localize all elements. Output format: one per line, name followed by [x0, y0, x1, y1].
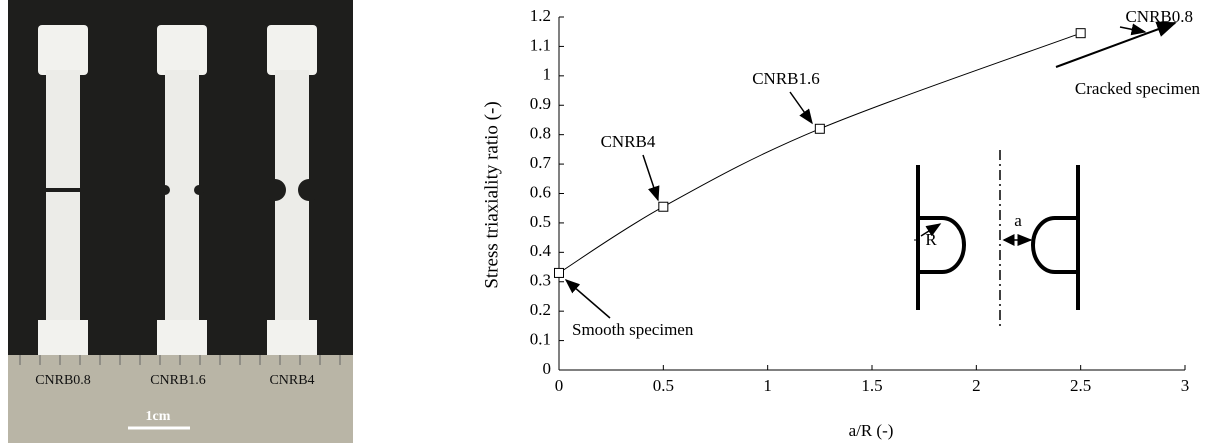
marker [554, 267, 564, 278]
y-tick-label: 1 [543, 65, 552, 84]
annotation-arrows [564, 21, 1177, 319]
x-tick-label: 0 [555, 376, 564, 395]
y-tick-label: 1.1 [530, 35, 551, 54]
y-tick-label: 0.9 [530, 94, 551, 113]
inset-label: R [925, 230, 937, 249]
x-tick-label: 3 [1181, 376, 1190, 395]
marker [814, 123, 825, 134]
y-tick-label: 0.8 [530, 124, 551, 143]
x-tick-label: 2.5 [1070, 376, 1091, 395]
annotation: CNRB1.6 [752, 69, 820, 88]
y-tick-label: 0.6 [530, 182, 551, 201]
annotation: CNRB0.8 [1125, 7, 1193, 26]
y-tick-label: 0.7 [530, 153, 552, 172]
annotation: Smooth specimen [572, 320, 694, 339]
specimen-label: CNRB0.8 [35, 373, 91, 388]
specimen-label: CNRB1.6 [150, 373, 206, 388]
y-tick-label: 0.3 [530, 271, 551, 290]
x-tick-label: 0.5 [653, 376, 674, 395]
y-tick-label: 0.4 [530, 241, 552, 260]
y-tick-label: 0.2 [530, 300, 551, 319]
marker [1075, 28, 1086, 39]
y-axis-label: Stress triaxiality ratio (-) [481, 101, 502, 288]
marker [658, 201, 669, 212]
annotation: Cracked specimen [1075, 79, 1201, 98]
y-tick-label: 0 [543, 359, 552, 378]
x-tick-label: 1 [763, 376, 772, 395]
curve [558, 32, 1081, 274]
specimen-label: CNRB4 [269, 373, 314, 388]
x-tick-label: 1.5 [861, 376, 882, 395]
notch-schematic [914, 150, 1080, 330]
photo: CNRB0.8 CNRB1.6 CNRB4 1cm [8, 0, 353, 443]
y-tick-label: 1.2 [530, 6, 551, 25]
scale-label: 1cm [146, 409, 171, 424]
x-axis-label: a/R (-) [849, 421, 894, 440]
annotation: CNRB4 [601, 132, 656, 151]
y-tick-label: 0.5 [530, 212, 551, 231]
inset-label: a [1014, 211, 1022, 230]
x-tick-label: 2 [972, 376, 981, 395]
y-tick-label: 0.1 [530, 329, 551, 348]
